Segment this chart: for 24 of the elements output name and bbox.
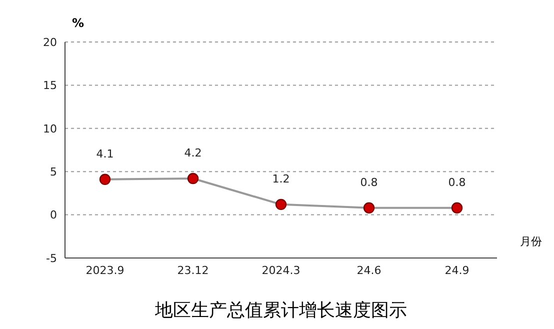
y-tick-label: 10	[43, 122, 57, 136]
x-tick-label: 24.9	[444, 264, 470, 277]
y-tick-label: 0	[50, 208, 57, 222]
point	[451, 202, 463, 214]
y-tick-label: 20	[43, 36, 57, 49]
point	[187, 172, 199, 184]
y-tick-label: -5	[46, 252, 57, 265]
data-label: 0.8	[448, 176, 466, 189]
x-tick-label: 2024.3	[262, 264, 300, 277]
y-tick-label: 15	[43, 79, 57, 92]
text: 地区生产总值累计增长速度图示	[154, 299, 408, 322]
y-axis-title: %	[72, 16, 84, 30]
y-tick-label: 5	[50, 166, 57, 179]
point	[363, 202, 375, 214]
x-axis-title: 月份	[520, 234, 542, 249]
data-label: 4.1	[96, 147, 114, 160]
data-label: 1.2	[272, 172, 290, 186]
x-tick-label: 2023.9	[86, 264, 124, 277]
x-tick-label: 24.6	[356, 264, 382, 277]
x-tick-label: 23.12	[177, 264, 209, 277]
data-label: 0.8	[360, 176, 378, 189]
point	[99, 174, 111, 185]
point	[275, 198, 287, 210]
data-label: 4.2	[184, 146, 202, 160]
